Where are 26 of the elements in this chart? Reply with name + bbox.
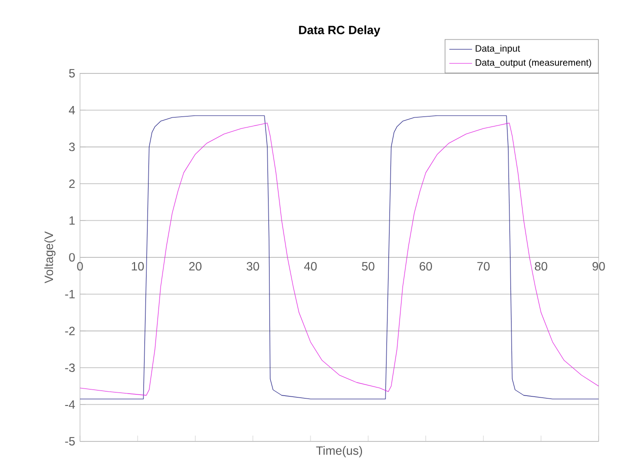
y-axis-title: Voltage(V [44,231,56,284]
x-tick-label: 90 [592,262,605,271]
legend-label: Data_input [476,44,520,54]
y-tick-label: 5 [69,69,75,78]
x-tick-label: 50 [362,262,374,271]
x-tick-label: 80 [534,262,548,271]
y-tick-label: 0 [69,253,75,262]
y-tick-label: -2 [65,326,75,336]
x-tick-label: 60 [420,262,432,271]
x-tick-label: 30 [246,262,260,271]
y-tick-label: -4 [65,400,75,409]
x-tick-label: 40 [304,262,317,271]
x-axis-title: Time(us) [316,446,362,458]
y-tick-label: -1 [65,290,75,298]
y-tick-label: 2 [69,180,75,188]
legend-label: Data_output (measurement) [476,58,592,68]
y-tick-label: -5 [65,437,75,446]
y-tick-label: 1 [70,216,75,225]
x-tick-label: 0 [77,262,83,271]
y-tick-label: -3 [65,363,75,372]
chart-title: Data RC Delay [299,25,380,37]
x-tick-label: 70 [477,262,490,271]
y-tick-label: 4 [68,106,75,114]
y-tick-label: 3 [69,142,75,152]
x-tick-label: 10 [132,262,144,271]
x-tick-label: 20 [189,262,202,271]
